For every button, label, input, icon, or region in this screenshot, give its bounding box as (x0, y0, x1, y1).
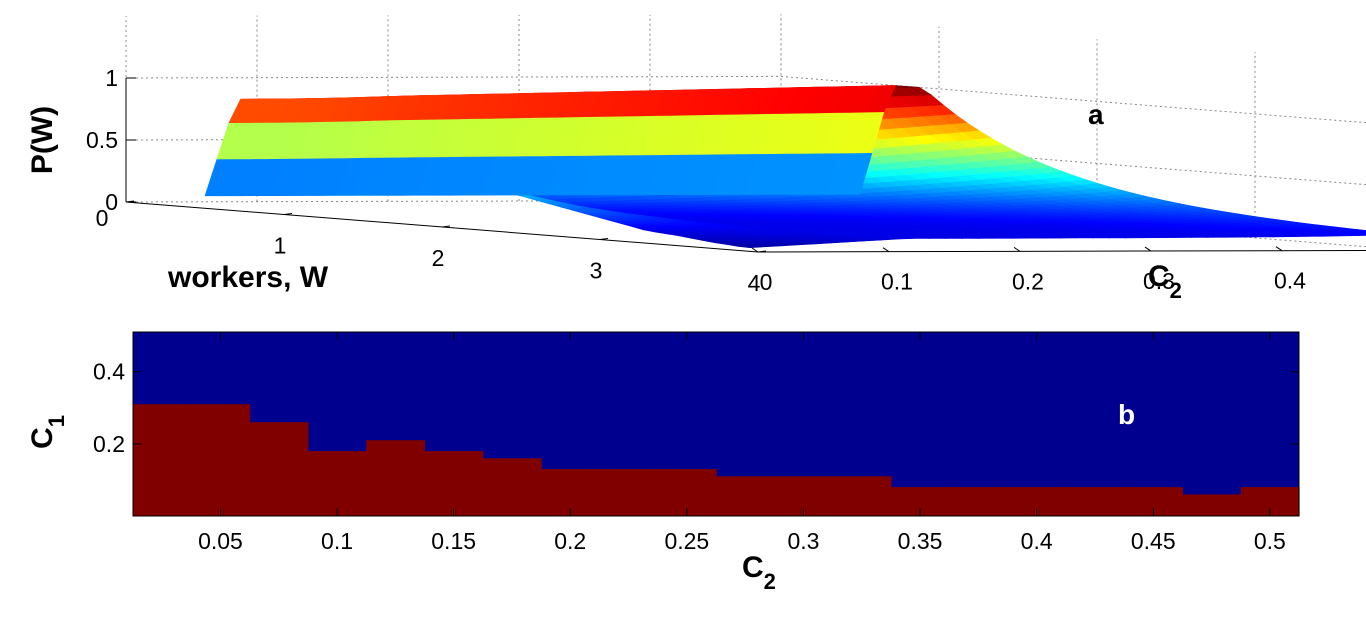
heatmap-cell (832, 476, 892, 516)
heatmap-x-ticks: 0.05 0.1 0.15 0.2 0.25 0.3 0.35 0.4 0.45 0.5 (198, 332, 1286, 554)
heatmap-x-tick-label: 0.2 (554, 528, 586, 554)
surface-x-tick-mark (757, 250, 767, 253)
surface-y-tick-mark (751, 247, 759, 253)
heatmap-x-tick-label: 0.4 (1021, 528, 1053, 554)
surface-z-tick-label: 0 (105, 189, 118, 215)
surface-z-tick-label: 0.5 (86, 127, 118, 153)
surface-x-tick-mark (283, 213, 293, 215)
surface-z-label: P(W) (26, 106, 59, 174)
heatmap-cell (482, 458, 542, 516)
heatmap-cell (716, 476, 775, 516)
surface-y-label-sub: 2 (1170, 278, 1182, 303)
surface-y-axis-line (757, 250, 1366, 253)
heatmap-cell (1065, 487, 1125, 516)
surface-plot-panel-a: 0 1 2 3 4 0 0.1 0.2 0.3 0.4 0.5 00.51 P(W) worker… (26, 14, 1366, 303)
heatmap-y-ticks: 0.2 0.4 (93, 359, 1299, 457)
heatmap-x-tick-label: 0.35 (898, 528, 943, 554)
heatmap-cell (307, 451, 367, 516)
surface-x-tick-mark (441, 225, 451, 228)
heatmap-cell (133, 404, 192, 516)
surface-z-ticks: 00.51 (86, 65, 136, 215)
heatmap-x-tick-label: 0.15 (431, 528, 476, 554)
grid-line (780, 75, 1366, 124)
surface-y-label-main: C (1148, 260, 1170, 293)
surface-mesh (204, 85, 1366, 249)
surface-y-tick-mark (1144, 246, 1152, 252)
surface-x-tick-label: 1 (274, 233, 287, 259)
surface-x-tick-label: 0 (96, 205, 109, 231)
heatmap-x-tick-label: 0.05 (198, 528, 243, 554)
heatmap-x-tick-label: 0.5 (1254, 528, 1286, 554)
surface-y-tick-label: 0.2 (1012, 268, 1044, 294)
heatmap-x-label: C2 (742, 551, 776, 594)
surface-x-label: workers, W (167, 261, 329, 294)
heatmap-y-tick-label: 0.4 (93, 359, 125, 385)
surface-x-ticks: 0 1 2 3 4 (96, 200, 767, 296)
heatmap-cell (599, 469, 659, 516)
heatmap-cell (366, 440, 426, 516)
surface-y-tick-label: 0 (760, 269, 773, 295)
heatmap-x-tick-label: 0.45 (1131, 528, 1176, 554)
heatmap-cell (424, 451, 484, 516)
surface-y-tick-mark (1013, 246, 1021, 252)
surface-y-tick-label: 0.3 (1143, 268, 1175, 294)
heatmap-cell (949, 487, 1009, 516)
panel-b-tag: b (1118, 399, 1135, 430)
heatmap-y-tick-label: 0.2 (93, 431, 125, 457)
surface-patch (843, 152, 873, 195)
surface-x-tick-mark (599, 238, 609, 240)
heatmap-panel-b: 0.05 0.1 0.15 0.2 0.25 0.3 0.35 0.4 0.45 0.5 0.20… (26, 331, 1300, 594)
heatmap-cells (133, 404, 1300, 516)
heatmap-cell (249, 422, 309, 516)
surface-y-label: C2 (1148, 260, 1182, 303)
heatmap-cell (191, 404, 251, 516)
panel-a-tag: a (1088, 99, 1104, 130)
surface-x-tick-label: 3 (590, 258, 603, 284)
heatmap-x-label-main: C (742, 551, 764, 584)
surface-y-tick-label: 0.4 (1274, 268, 1306, 294)
surface-y-ticks: 00.10.20.30.40.5 (751, 246, 1306, 295)
surface-z-tick-label: 1 (105, 65, 118, 91)
heatmap-x-tick-label: 0.1 (321, 528, 353, 554)
heatmap-y-label-sub: 1 (44, 415, 69, 427)
heatmap-x-tick-label: 0.25 (664, 528, 709, 554)
surface-x-tick-label: 2 (432, 245, 445, 271)
heatmap-y-label-main: C (26, 427, 59, 449)
heatmap-cell (1182, 494, 1242, 516)
heatmap-y-label: C1 (26, 415, 69, 449)
surface-y-tick-mark (1275, 246, 1283, 252)
surface-x-tick-label: 4 (748, 270, 761, 296)
heatmap-x-label-sub: 2 (764, 569, 776, 594)
surface-y-tick-mark (882, 247, 890, 253)
grid-line (125, 75, 782, 79)
heatmap-frame (132, 331, 1300, 517)
surface-y-tick-label: 0.1 (881, 269, 913, 295)
heatmap-x-tick-label: 0.3 (787, 528, 819, 554)
